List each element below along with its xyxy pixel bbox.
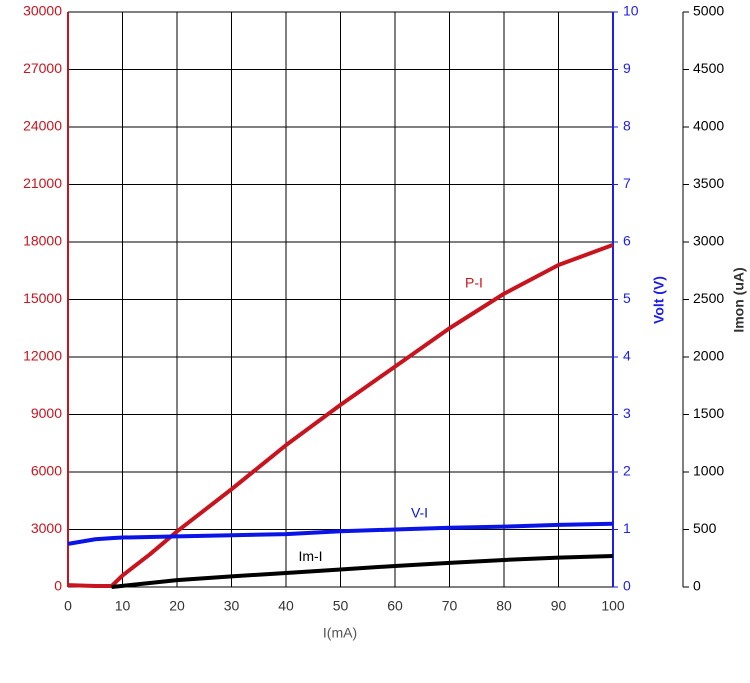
y3-tick-label: 3500 (693, 175, 724, 191)
x-tick-label: 100 (601, 598, 625, 614)
x-tick-label: 50 (333, 598, 349, 614)
y3-tick-label: 2000 (693, 348, 724, 364)
y2-tick-label: 7 (623, 175, 631, 191)
y-tick-label: 3000 (31, 520, 62, 536)
x-tick-label: 10 (115, 598, 131, 614)
y3-axis-title: Imon (uA) (731, 267, 747, 332)
x-tick-label: 40 (278, 598, 294, 614)
y-tick-label: 9000 (31, 405, 62, 421)
y3-tick-label: 4500 (693, 60, 724, 76)
x-axis-title: I(mA) (323, 625, 357, 641)
series-label: V-I (411, 504, 428, 520)
x-tick-label: 80 (496, 598, 512, 614)
y-tick-label: 27000 (23, 60, 62, 76)
x-tick-label: 30 (224, 598, 240, 614)
series-line (67, 242, 614, 589)
y3-tick-label: 500 (693, 520, 717, 536)
x-tick-label: 90 (551, 598, 567, 614)
x-tick-label: 60 (387, 598, 403, 614)
y-tick-label: 24000 (23, 118, 62, 134)
y-tick-label: 21000 (23, 175, 62, 191)
y2-tick-label: 2 (623, 463, 631, 479)
y2-tick-label: 5 (623, 290, 631, 306)
y3-tick-label: 1000 (693, 463, 724, 479)
y-tick-label: 6000 (31, 463, 62, 479)
y3-tick-label: 2500 (693, 290, 724, 306)
x-tick-label: 0 (64, 598, 72, 614)
y2-tick-label: 9 (623, 60, 631, 76)
x-tick-label: 70 (442, 598, 458, 614)
y2-tick-label: 10 (623, 3, 639, 19)
y2-tick-label: 6 (623, 233, 631, 249)
y2-tick-label: 0 (623, 578, 631, 594)
y2-tick-label: 8 (623, 118, 631, 134)
y-tick-label: 15000 (23, 290, 62, 306)
series-line (111, 553, 614, 589)
y3-tick-label: 5000 (693, 3, 724, 19)
y2-tick-label: 1 (623, 520, 631, 536)
series-label: Im-I (298, 548, 322, 564)
y-tick-label: 0 (54, 578, 62, 594)
series-line (67, 521, 614, 546)
y-tick-label: 30000 (23, 3, 62, 19)
y-tick-label: 18000 (23, 233, 62, 249)
x-tick-label: 20 (169, 598, 185, 614)
y3-tick-label: 3000 (693, 233, 724, 249)
y2-tick-label: 4 (623, 348, 631, 364)
y3-tick-label: 0 (693, 578, 701, 594)
y3-tick-label: 4000 (693, 118, 724, 134)
y2-axis-title: Volt (V) (651, 276, 667, 324)
y3-tick-label: 1500 (693, 405, 724, 421)
y-tick-label: 12000 (23, 348, 62, 364)
y2-tick-label: 3 (623, 405, 631, 421)
series-label: P-I (465, 274, 483, 290)
